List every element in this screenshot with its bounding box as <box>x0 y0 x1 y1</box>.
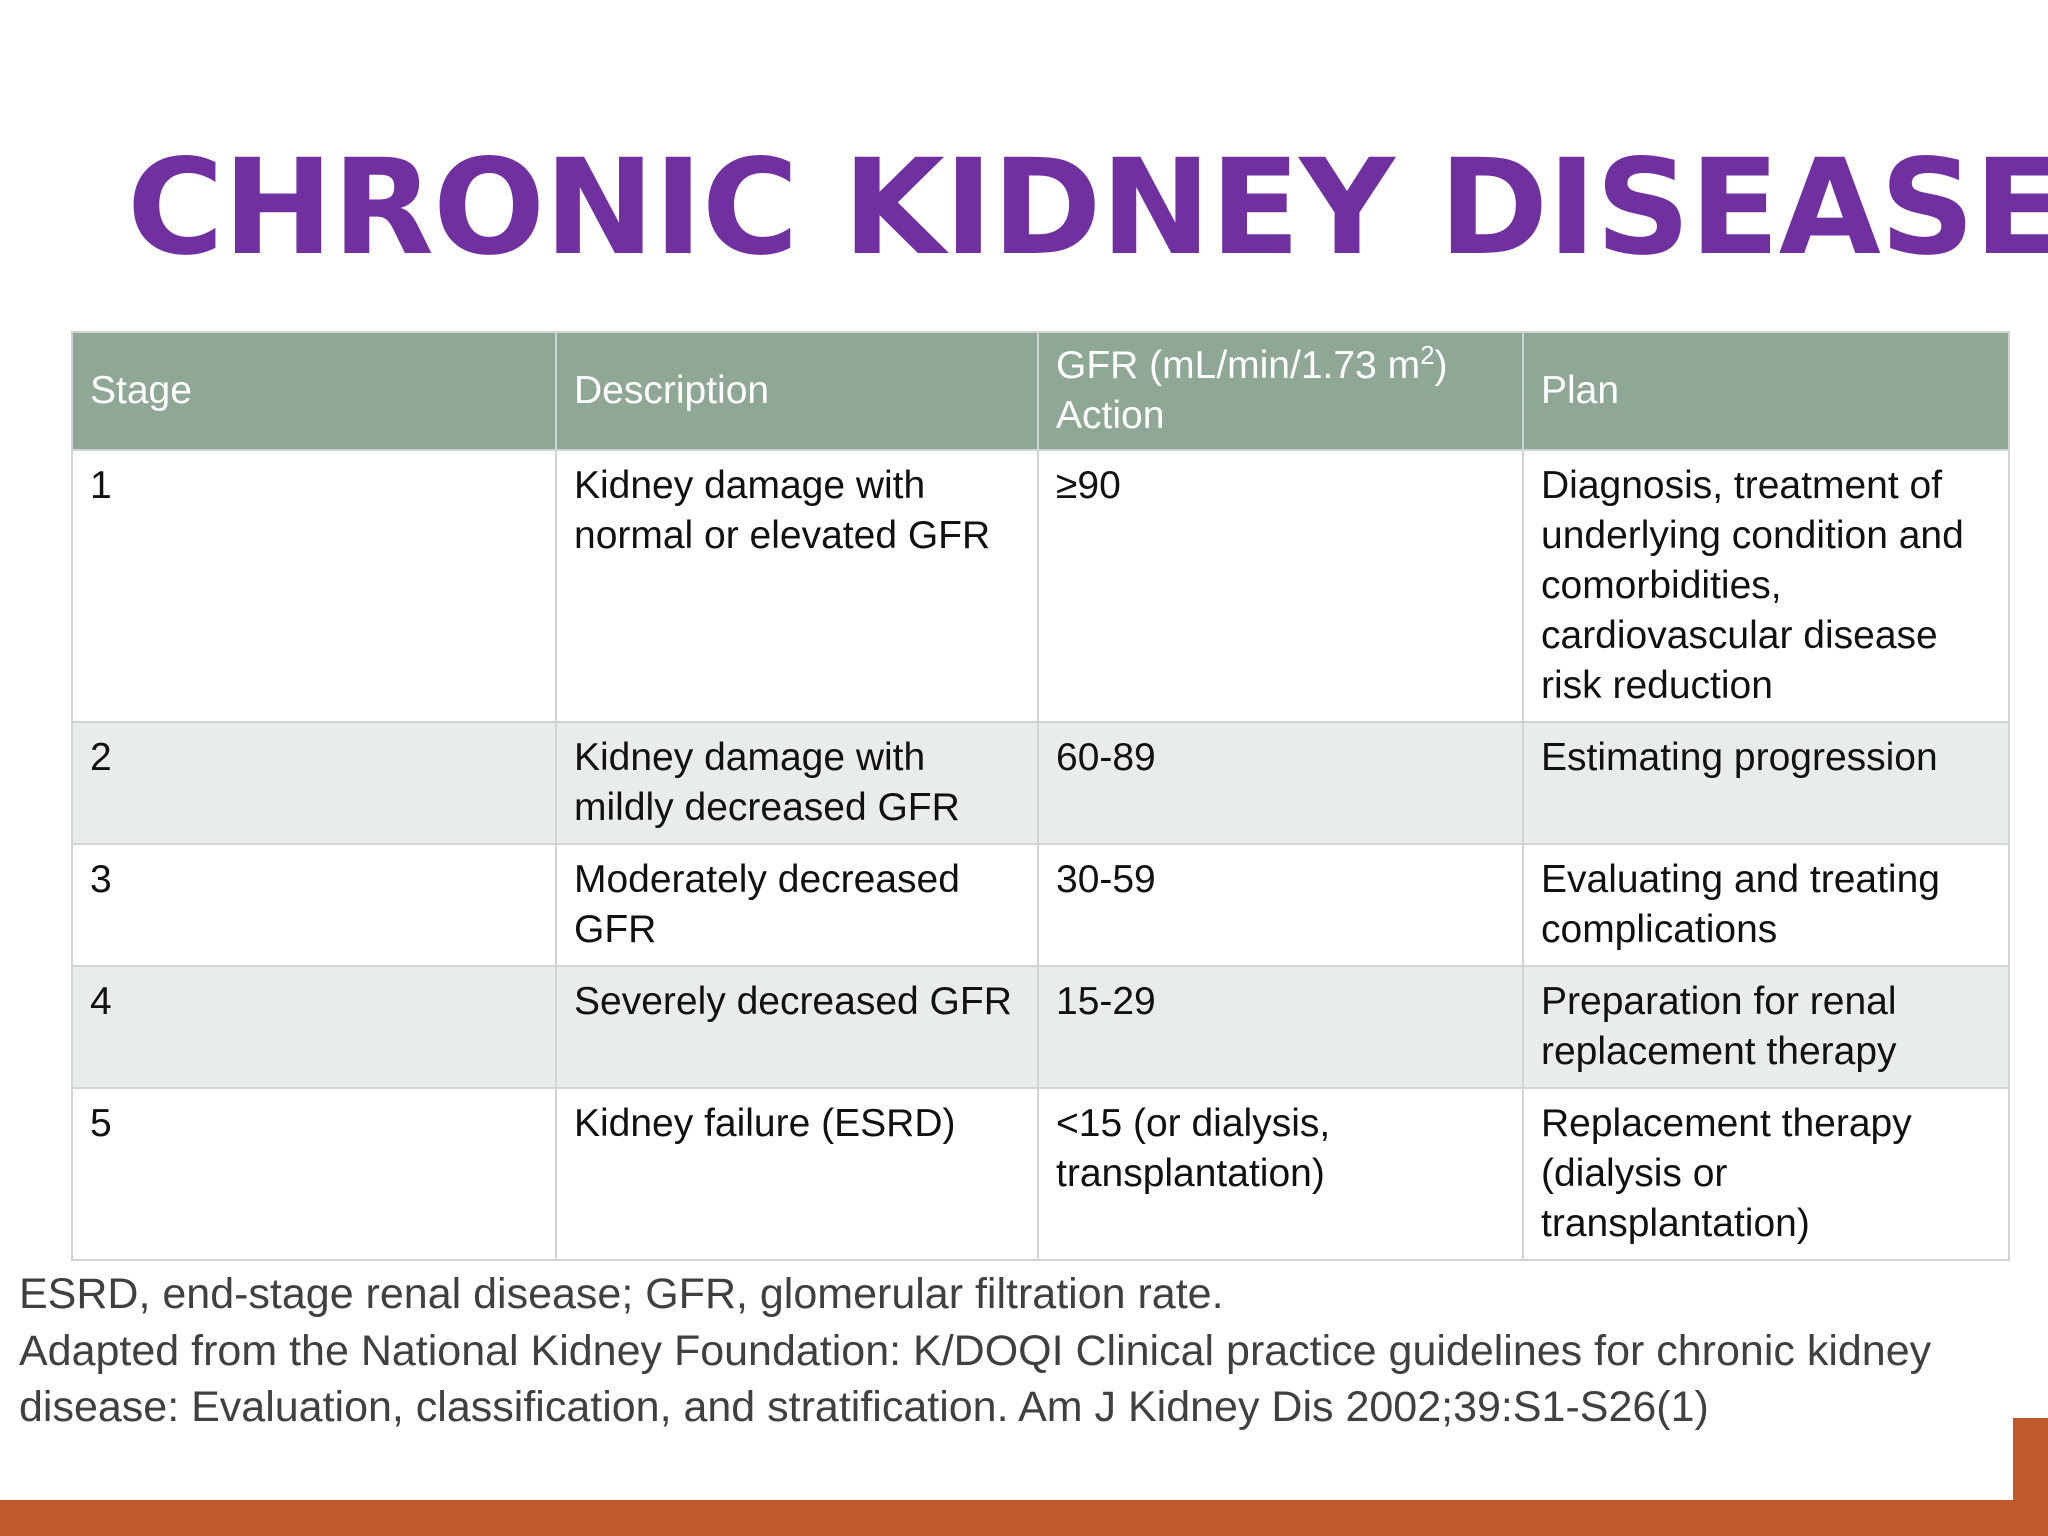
ckd-stage-table: Stage Description GFR (mL/min/1.73 m2) A… <box>71 331 2010 1261</box>
cell-stage: 5 <box>71 1087 557 1261</box>
cell-description: Kidney damage with normal or elevated GF… <box>555 449 1039 723</box>
table-row: 5 Kidney failure (ESRD) <15 (or dialysis… <box>71 1087 2010 1261</box>
table-row: 4 Severely decreased GFR 15-29 Preparati… <box>71 965 2010 1089</box>
table-header-row: Stage Description GFR (mL/min/1.73 m2) A… <box>71 331 2010 451</box>
table-footnote: ESRD, end-stage renal disease; GFR, glom… <box>19 1266 1939 1436</box>
cell-gfr: ≥90 <box>1037 449 1524 723</box>
cell-plan: Diagnosis, treatment of underlying condi… <box>1522 449 2010 723</box>
header-gfr-close: ) <box>1434 344 1448 387</box>
cell-plan: Estimating progression <box>1522 721 2010 845</box>
cell-description: Kidney failure (ESRD) <box>555 1087 1039 1261</box>
footnote-source: Adapted from the National Kidney Foundat… <box>19 1326 1932 1432</box>
table-row: 3 Moderately decreased GFR 30-59 Evaluat… <box>71 843 2010 967</box>
table-row: 2 Kidney damage with mildly decreased GF… <box>71 721 2010 845</box>
cell-description: Moderately decreased GFR <box>555 843 1039 967</box>
ckd-stage-table-container: Stage Description GFR (mL/min/1.73 m2) A… <box>71 331 2010 1261</box>
header-gfr-action: GFR (mL/min/1.73 m2) Action <box>1037 331 1524 451</box>
cell-gfr: <15 (or dialysis, transplantation) <box>1037 1087 1524 1261</box>
cell-gfr: 15-29 <box>1037 965 1524 1089</box>
header-action-label: Action <box>1056 394 1165 437</box>
header-gfr-superscript: 2 <box>1420 340 1435 370</box>
cell-plan: Evaluating and treating complications <box>1522 843 2010 967</box>
cell-stage: 1 <box>71 449 557 723</box>
footnote-abbreviations: ESRD, end-stage renal disease; GFR, glom… <box>19 1270 1224 1318</box>
header-gfr-label: GFR (mL/min/1.73 m <box>1056 344 1421 387</box>
cell-stage: 3 <box>71 843 557 967</box>
slide-title: CHRONIC KIDNEY DISEASE <box>127 131 2048 285</box>
corner-accent-block <box>2013 1418 2048 1500</box>
cell-description: Severely decreased GFR <box>555 965 1039 1089</box>
cell-description: Kidney damage with mildly decreased GFR <box>555 721 1039 845</box>
cell-gfr: 30-59 <box>1037 843 1524 967</box>
cell-stage: 4 <box>71 965 557 1089</box>
table-row: 1 Kidney damage with normal or elevated … <box>71 449 2010 723</box>
cell-stage: 2 <box>71 721 557 845</box>
cell-gfr: 60-89 <box>1037 721 1524 845</box>
bottom-accent-bar <box>0 1500 2048 1536</box>
header-plan: Plan <box>1522 331 2010 451</box>
header-description: Description <box>555 331 1039 451</box>
header-stage: Stage <box>71 331 557 451</box>
cell-plan: Replacement therapy (dialysis or transpl… <box>1522 1087 2010 1261</box>
cell-plan: Preparation for renal replacement therap… <box>1522 965 2010 1089</box>
